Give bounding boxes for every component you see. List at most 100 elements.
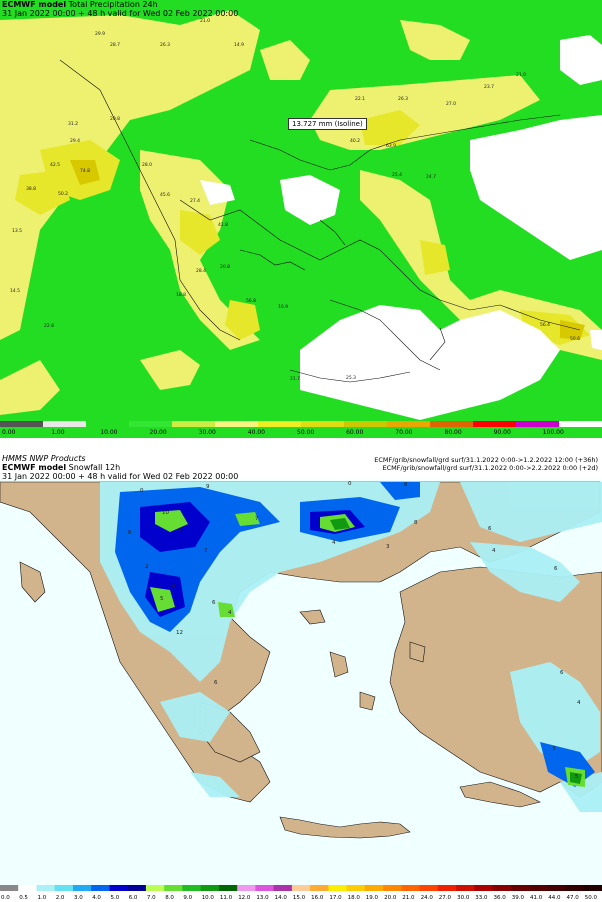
precip-valid-time: 31 Jan 2022 00:00 + 48 h valid for Wed 0… [2,9,239,18]
precip-colorbar-label: 10.00 [100,429,117,436]
precip-value-label: 50.6 [570,336,580,342]
snow-value-label: 2 [145,564,149,570]
precip-value-label: 25.4 [392,172,402,178]
precip-value-label: 25.3 [346,375,356,381]
snow-org-label: HMMS NWP Products [2,454,86,463]
precip-colorbar-swatch [172,421,216,427]
snow-colorbar-swatch [273,885,293,891]
snow-colorbar-label: 1.0 [38,895,47,901]
snow-colorbar-label: 18.0 [348,895,361,901]
snow-colorbar-label: 10.0 [202,895,215,901]
precip-coastlines [59,59,581,383]
snow-value-label: 5 [160,596,164,602]
precip-value-label: 28.7 [110,42,120,48]
snow-colorbar-label: 2.0 [56,895,65,901]
precip-value-label: 38.8 [26,186,36,192]
snow-colorbar-swatch [437,885,457,891]
snow-value-label: 6 [212,600,216,606]
snow-file-line-2: ECMF/grib/snowfall/grd surf/31.1.2022 0:… [382,464,599,472]
snow-colorbar-label: 9.0 [183,895,192,901]
precip-value-label: 42.5 [50,162,60,168]
precip-colorbar-swatch [516,421,560,427]
precip-value-label: 16.9 [278,304,288,310]
precip-product-label: Total Precipitation 24h [68,0,158,9]
precip-colorbar-swatch [301,421,345,427]
snow-value-labels: 0 0 8 9 10 7 6 5 2 2 8 6 4 3 6 4 12 5 6 4 6 6 4 3 5 6 [128,481,581,780]
snow-colorbar-swatch [54,885,74,891]
snow-value-label: 6 [172,584,176,590]
precip-value-label: 40.2 [350,138,360,144]
precip-value-label: 20.8 [220,264,230,270]
snow-colorbar-label: 21.0 [402,895,415,901]
snow-colorbar-swatch [73,885,92,891]
precip-value-labels: 29.9 28.7 26.3 14.9 21.0 31.2 20.8 42.5 38.8 29.4… [10,18,580,382]
precip-value-label: 27.0 [446,101,456,107]
precip-model-label: ECMWF model [2,0,67,9]
precip-dry-areas [200,35,602,420]
snow-value-label: 5 [575,774,579,780]
precip-value-label: 22.8 [44,323,54,329]
snow-value-label: 12 [176,630,183,636]
precip-colorbar-label: 100.00 [543,429,564,436]
precip-value-label: 50.2 [58,191,68,197]
precip-value-label: 31.2 [68,121,78,127]
snow-value-label: 4 [492,548,496,554]
snow-file-info: ECMF/grib/snowfall/grd surf/31.1.2022 0:… [374,456,598,472]
snow-colorbar-swatch [364,885,384,891]
snow-colorbar-swatch [18,885,37,891]
snow-value-label: 9 [206,484,210,490]
precip-colorbar-swatch [473,421,517,427]
precipitation-map-panel: ECMWF model Total Precipitation 24h 31 J… [0,0,602,438]
snow-colorbar-swatch [255,885,275,891]
snow-colorbar-swatch [474,885,493,891]
snow-colorbar-swatch [36,885,56,891]
snow-value-label: 0 [348,481,352,487]
snow-value-label: 6 [488,526,492,532]
snow-colorbar-swatch [346,885,366,891]
precip-value-label: 56.4 [540,322,550,328]
snow-colorbar-swatch [419,885,439,891]
precip-colorbar-label: 1.00 [51,429,65,436]
snow-colorbar-swatch [328,885,348,891]
snow-valid-time: 31 Jan 2022 00:00 + 48 h valid for Wed 0… [2,472,239,481]
precip-colorbar-swatch [559,421,602,427]
precip-value-label: 21.0 [516,72,526,78]
precip-value-label: 22.1 [355,96,365,102]
snow-colorbar-label: 36.0 [494,895,507,901]
panel-separator [0,438,602,452]
snow-value-label: 3 [386,544,390,550]
snow-colorbar-swatch [237,885,256,891]
snow-colorbar-swatch [145,885,165,891]
precip-value-label: 63.9 [386,143,396,149]
precip-colorbar-swatch [129,421,173,427]
snow-colorbar-swatch [109,885,129,891]
snow-colorbar-label: 24.0 [421,895,434,901]
precip-value-label: 21.7 [290,376,300,382]
snowfall-map: 0 0 8 9 10 7 6 5 2 2 8 6 4 3 6 4 12 5 6 4 6 6 4 3 5 6 0.0 0.5 1.0 2.… [0,480,602,901]
snow-colorbar-label: 7.0 [147,895,156,901]
precip-colorbar-swatch [43,421,87,427]
precip-header: ECMWF model Total Precipitation 24h 31 J… [2,0,238,18]
precip-value-label: 27.4 [190,198,200,204]
precip-colorbar-label: 30.00 [199,429,216,436]
snow-colorbar-label: 13.0 [256,895,269,901]
precip-value-label: 29.4 [70,138,80,144]
precip-value-label: 56.8 [246,298,256,304]
snow-colorbar-label: 12.0 [238,895,251,901]
snow-colorbar-label: 15.0 [293,895,306,901]
snow-value-label: 4 [577,700,581,706]
snow-colorbar-swatch [310,885,329,891]
snow-colorbar-swatch [127,885,147,891]
precip-colorbar-label: 80.00 [445,429,462,436]
precip-value-label: 21.0 [200,18,210,24]
snow-product-label: Snowfall 12h [68,463,121,472]
snow-value-label: 3 [552,746,556,752]
precip-colorbar-label: 20.00 [150,429,167,436]
snow-colorbar-label: 41.0 [530,895,543,901]
precip-value-label: 13.5 [12,228,22,234]
precip-colorbar-label: 90.00 [494,429,511,436]
precip-value-label: 26.3 [160,42,170,48]
snow-colorbar-label: 30.0 [457,895,470,901]
snow-colorbar-label: 14.0 [275,895,288,901]
snow-colorbar-swatch [383,885,402,891]
